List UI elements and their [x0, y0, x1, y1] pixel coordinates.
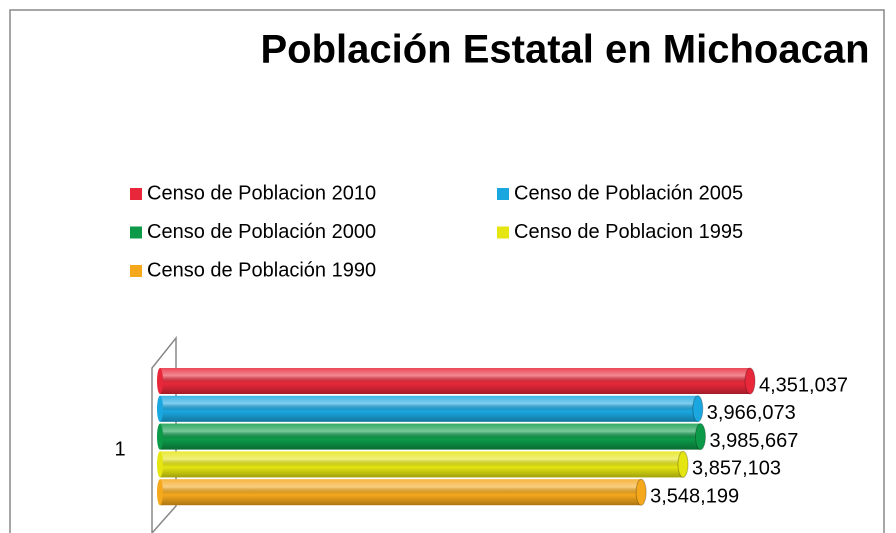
bar-shading: [160, 423, 701, 450]
value-label: 4,351,037: [759, 374, 848, 396]
bar-cap: [677, 450, 689, 478]
bar-cap: [694, 423, 706, 451]
bar-cap: [157, 368, 163, 394]
chart-frame: [9, 9, 885, 533]
bar-cap: [744, 367, 756, 395]
bar-cap: [157, 423, 163, 450]
legend-label: Censo de Poblacion 1995: [514, 221, 743, 243]
legend-swatch: [130, 188, 142, 200]
bar-shading: [160, 479, 642, 506]
legend-swatch: [497, 226, 509, 239]
value-label: 3,966,073: [707, 402, 796, 424]
bar-cap: [157, 451, 163, 478]
legend-label: Censo de Población 2000: [147, 221, 376, 243]
legend-label: Censo de Poblacion 2010: [147, 182, 376, 204]
bar-cap: [157, 395, 163, 422]
legend-label: Censo de Población 2005: [514, 182, 743, 204]
axis-wall: [151, 335, 177, 533]
legend-swatch: [130, 265, 142, 277]
bar-shading: [160, 395, 698, 422]
legend-swatch: [130, 226, 142, 239]
bar-cap: [157, 479, 163, 506]
legend-swatch: [497, 188, 509, 200]
category-label: 1: [114, 438, 125, 460]
bar-shading: [160, 451, 684, 478]
bar-shading: [160, 368, 750, 394]
legend-label: Censo de Población 1990: [147, 259, 376, 281]
bar-cap: [692, 395, 704, 423]
value-label: 3,985,667: [709, 430, 798, 452]
chart-title: Población Estatal en Michoacan: [260, 28, 869, 72]
value-label: 3,857,103: [692, 458, 781, 480]
bar-cap: [635, 478, 647, 506]
value-label: 3,548,199: [650, 485, 739, 507]
